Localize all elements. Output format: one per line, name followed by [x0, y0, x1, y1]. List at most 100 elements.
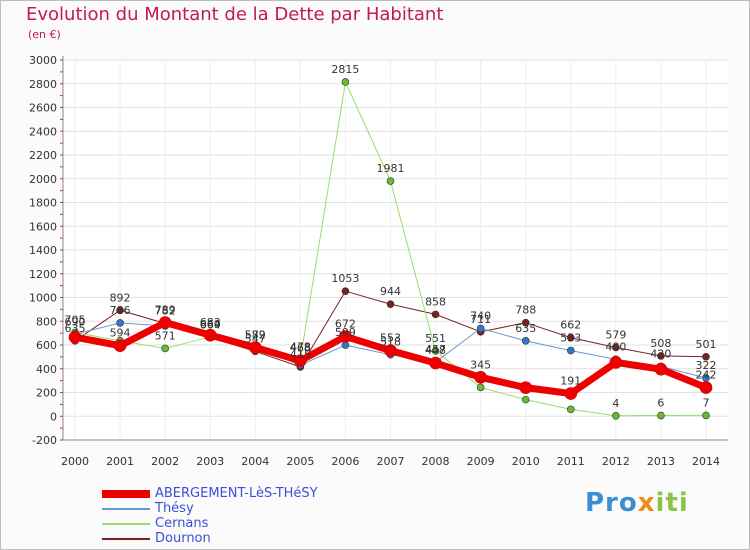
data-label-th-sy: 480: [605, 340, 626, 353]
data-point-cernans: [566, 405, 575, 414]
y-tick-label: 800: [36, 315, 57, 328]
data-label-abergement-l-s-th-sy: 242: [696, 369, 717, 382]
data-label-cernans: 4: [612, 397, 619, 410]
data-point-cernans: [521, 395, 530, 404]
data-point-abergement-l-s-th-sy: [429, 356, 442, 370]
proxiti-logo: Proxiti: [585, 488, 689, 518]
legend-entry: Cernans: [102, 516, 362, 532]
data-point-abergement-l-s-th-sy: [248, 341, 262, 354]
data-label-cernans: 7: [703, 396, 710, 409]
data-point-dournon: [521, 318, 530, 327]
data-label-dournon: 501: [696, 338, 717, 351]
data-label-abergement-l-s-th-sy: 579: [245, 328, 266, 341]
legend-label: ABERGEMENT-LèS-THéSY: [155, 486, 318, 501]
x-tick-label: 2007: [377, 455, 405, 468]
data-point-dournon: [386, 300, 395, 308]
data-point-abergement-l-s-th-sy: [654, 362, 668, 376]
x-tick-label: 2013: [647, 455, 675, 468]
data-label-dournon: 579: [605, 328, 626, 341]
data-label-dournon: 415: [290, 348, 311, 361]
y-axis-unit: (en €): [28, 28, 61, 41]
data-point-abergement-l-s-th-sy: [699, 381, 713, 394]
data-point-cernans: [161, 344, 169, 353]
legend-label: Dournon: [155, 531, 211, 546]
legend-swatch: [102, 490, 150, 498]
data-label-th-sy: 322: [696, 359, 717, 372]
data-label-dournon: 788: [515, 304, 536, 317]
data-point-cernans: [612, 411, 620, 420]
x-tick-label: 2004: [241, 455, 269, 468]
data-label-abergement-l-s-th-sy: 448: [425, 344, 446, 357]
data-label-dournon: 547: [245, 332, 266, 345]
legend-entry: Thésy: [102, 501, 362, 517]
y-tick-label: 600: [36, 339, 57, 352]
data-label-th-sy: 553: [560, 332, 581, 345]
x-tick-label: 2006: [331, 455, 359, 468]
y-tick-label: 1800: [29, 197, 57, 210]
x-tick-label: 2009: [467, 455, 495, 468]
data-point-abergement-l-s-th-sy: [474, 370, 487, 384]
data-point-abergement-l-s-th-sy: [519, 381, 533, 394]
data-label-dournon: 858: [425, 295, 446, 308]
data-label-th-sy: 740: [470, 309, 491, 322]
data-label-dournon: 508: [650, 337, 671, 350]
y-tick-label: 1600: [29, 220, 57, 233]
logo-part-iti: iti: [655, 488, 689, 518]
data-label-cernans: 478: [290, 340, 311, 353]
x-tick-label: 2000: [61, 455, 89, 468]
data-point-abergement-l-s-th-sy: [158, 316, 172, 329]
data-label-th-sy: 635: [515, 322, 536, 335]
data-label-abergement-l-s-th-sy: 468: [290, 342, 311, 355]
data-point-th-sy: [566, 346, 575, 355]
data-label-dournon: 664: [200, 318, 221, 331]
x-tick-label: 2001: [106, 455, 134, 468]
data-label-th-sy: 690: [65, 315, 86, 328]
logo-part-pro: Pro: [585, 488, 638, 518]
data-label-th-sy: 420: [650, 347, 671, 360]
y-tick-label: 1000: [29, 292, 57, 305]
data-label-th-sy: 786: [110, 304, 131, 317]
data-label-abergement-l-s-th-sy: 672: [335, 317, 356, 330]
data-point-abergement-l-s-th-sy: [68, 330, 82, 344]
x-tick-label: 2011: [557, 455, 585, 468]
legend-swatch: [102, 538, 150, 540]
legend-swatch: [102, 523, 150, 525]
data-point-abergement-l-s-th-sy: [384, 344, 397, 357]
data-point-cernans: [657, 411, 665, 420]
data-label-abergement-l-s-th-sy: 345: [470, 358, 491, 371]
data-label-cernans: 1981: [377, 162, 405, 175]
data-point-abergement-l-s-th-sy: [294, 354, 307, 367]
data-point-cernans: [476, 383, 485, 392]
data-point-abergement-l-s-th-sy: [564, 387, 578, 400]
legend-entry: ABERGEMENT-LèS-THéSY: [102, 486, 362, 502]
data-label-dournon: 782: [155, 304, 176, 317]
legend: ABERGEMENT-LèS-THéSY Thésy Cernans Dournon: [102, 486, 362, 547]
data-label-abergement-l-s-th-sy: 789: [155, 304, 176, 317]
data-point-th-sy: [476, 324, 485, 333]
y-tick-label: 1400: [29, 244, 57, 257]
data-label-th-sy: 518: [380, 336, 401, 349]
data-point-cernans: [386, 177, 395, 185]
data-label-th-sy: 582: [245, 328, 266, 341]
data-point-cernans: [341, 78, 350, 86]
y-tick-label: 200: [36, 387, 57, 400]
x-tick-label: 2005: [286, 455, 314, 468]
data-point-abergement-l-s-th-sy: [339, 330, 352, 343]
data-label-dournon: 711: [470, 313, 491, 326]
y-tick-label: 2200: [29, 149, 57, 162]
legend-entry: Dournon: [102, 531, 362, 547]
data-label-dournon: 635: [65, 322, 86, 335]
data-label-cernans: 571: [155, 329, 176, 342]
data-point-abergement-l-s-th-sy: [609, 356, 623, 369]
data-point-dournon: [702, 352, 710, 361]
data-label-dournon: 1053: [331, 272, 359, 285]
data-label-abergement-l-s-th-sy: 191: [560, 375, 581, 388]
data-point-dournon: [612, 343, 620, 352]
data-label-dournon: 892: [110, 291, 131, 304]
data-label-th-sy: 599: [335, 326, 356, 339]
chart-title: Evolution du Montant de la Dette par Hab…: [26, 4, 444, 25]
data-label-abergement-l-s-th-sy: 553: [380, 332, 401, 345]
data-point-dournon: [431, 310, 440, 319]
data-label-th-sy: 457: [425, 343, 446, 356]
